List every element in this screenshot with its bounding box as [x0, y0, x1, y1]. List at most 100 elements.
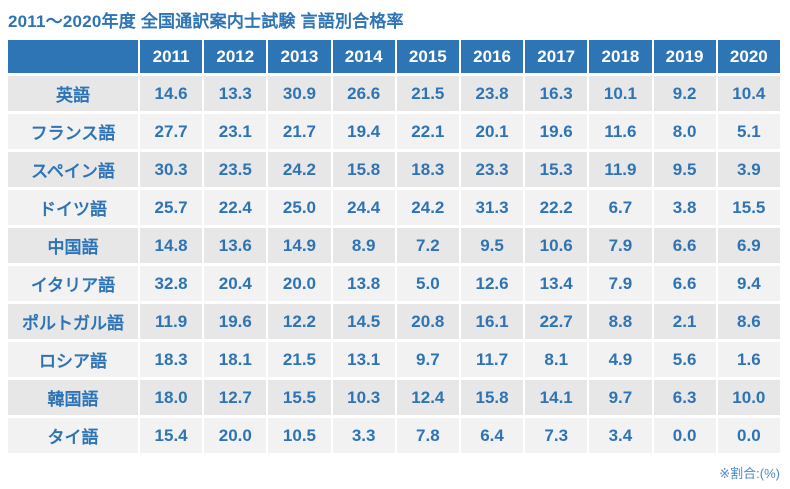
value-cell: 5.1 [717, 114, 780, 149]
year-header: 2012 [204, 40, 267, 73]
value-cell: 22.7 [525, 304, 588, 339]
value-cell: 32.8 [140, 266, 203, 301]
value-cell: 11.6 [589, 114, 652, 149]
value-cell: 12.4 [396, 380, 459, 415]
value-cell: 6.3 [653, 380, 716, 415]
year-header: 2016 [460, 40, 524, 73]
value-cell: 9.5 [460, 228, 524, 263]
value-cell: 19.6 [525, 114, 588, 149]
value-cell: 16.1 [460, 304, 524, 339]
value-cell: 23.1 [204, 114, 267, 149]
value-cell: 6.9 [717, 228, 780, 263]
value-cell: 27.7 [140, 114, 203, 149]
corner-header-cell [8, 40, 138, 73]
value-cell: 9.7 [396, 342, 459, 377]
value-cell: 11.9 [140, 304, 203, 339]
value-cell: 23.8 [460, 76, 524, 111]
value-cell: 7.9 [589, 266, 652, 301]
value-cell: 21.5 [396, 76, 459, 111]
table-row: 韓国語 18.0 12.7 15.5 10.3 12.4 15.8 14.1 9.7 6.3 10.… [8, 380, 780, 415]
value-cell: 11.7 [460, 342, 524, 377]
value-cell: 18.3 [140, 342, 203, 377]
value-cell: 12.6 [460, 266, 524, 301]
value-cell: 9.7 [589, 380, 652, 415]
value-cell: 8.9 [332, 228, 395, 263]
value-cell: 7.2 [396, 228, 459, 263]
value-cell: 31.3 [460, 190, 524, 225]
value-cell: 14.6 [140, 76, 203, 111]
year-header: 2013 [268, 40, 331, 73]
language-label: 英語 [8, 76, 138, 111]
value-cell: 15.5 [268, 380, 331, 415]
value-cell: 9.2 [653, 76, 716, 111]
value-cell: 16.3 [525, 76, 588, 111]
value-cell: 10.0 [717, 380, 780, 415]
table-row: フランス語 27.7 23.1 21.7 19.4 22.1 20.1 19.6 11.6 8.0… [8, 114, 780, 149]
value-cell: 0.0 [717, 418, 780, 453]
value-cell: 21.7 [268, 114, 331, 149]
value-cell: 30.3 [140, 152, 203, 187]
value-cell: 4.9 [589, 342, 652, 377]
value-cell: 20.4 [204, 266, 267, 301]
header-row: 2011 2012 2013 2014 2015 2016 2017 2018 2019 2020 [8, 40, 780, 73]
value-cell: 13.4 [525, 266, 588, 301]
value-cell: 19.6 [204, 304, 267, 339]
table-row: ドイツ語 25.7 22.4 25.0 24.4 24.2 31.3 22.2 6.7 3.8 15… [8, 190, 780, 225]
value-cell: 2.1 [653, 304, 716, 339]
table-row: イタリア語 32.8 20.4 20.0 13.8 5.0 12.6 13.4 7.9 6.6 9.… [8, 266, 780, 301]
value-cell: 15.5 [717, 190, 780, 225]
value-cell: 13.3 [204, 76, 267, 111]
value-cell: 20.0 [268, 266, 331, 301]
language-label: スペイン語 [8, 152, 138, 187]
value-cell: 6.6 [653, 228, 716, 263]
table-body: 英語 14.6 13.3 30.9 26.6 21.5 23.8 16.3 10.1 9.2 10.… [8, 76, 780, 453]
language-label: フランス語 [8, 114, 138, 149]
language-label: タイ語 [8, 418, 138, 453]
value-cell: 20.8 [396, 304, 459, 339]
language-label: ロシア語 [8, 342, 138, 377]
pass-rate-table: 2011 2012 2013 2014 2015 2016 2017 2018 2019 2020… [6, 37, 782, 456]
value-cell: 10.4 [717, 76, 780, 111]
year-header: 2015 [396, 40, 459, 73]
year-header: 2020 [717, 40, 780, 73]
value-cell: 15.3 [525, 152, 588, 187]
language-label: ドイツ語 [8, 190, 138, 225]
table-row: タイ語 15.4 20.0 10.5 3.3 7.8 6.4 7.3 3.4 0.0 0.0 [8, 418, 780, 453]
value-cell: 26.6 [332, 76, 395, 111]
value-cell: 25.0 [268, 190, 331, 225]
year-header: 2019 [653, 40, 716, 73]
value-cell: 23.3 [460, 152, 524, 187]
value-cell: 18.0 [140, 380, 203, 415]
language-label: ポルトガル語 [8, 304, 138, 339]
value-cell: 14.9 [268, 228, 331, 263]
value-cell: 7.8 [396, 418, 459, 453]
value-cell: 3.4 [589, 418, 652, 453]
value-cell: 3.8 [653, 190, 716, 225]
value-cell: 5.6 [653, 342, 716, 377]
value-cell: 6.6 [653, 266, 716, 301]
value-cell: 15.8 [332, 152, 395, 187]
value-cell: 18.1 [204, 342, 267, 377]
value-cell: 10.5 [268, 418, 331, 453]
value-cell: 25.7 [140, 190, 203, 225]
value-cell: 9.4 [717, 266, 780, 301]
value-cell: 18.3 [396, 152, 459, 187]
value-cell: 6.7 [589, 190, 652, 225]
value-cell: 5.0 [396, 266, 459, 301]
value-cell: 7.9 [589, 228, 652, 263]
value-cell: 22.4 [204, 190, 267, 225]
table-row: 中国語 14.8 13.6 14.9 8.9 7.2 9.5 10.6 7.9 6.6 6.9 [8, 228, 780, 263]
language-label: 中国語 [8, 228, 138, 263]
table-row: ポルトガル語 11.9 19.6 12.2 14.5 20.8 16.1 22.7 8.8 2.1… [8, 304, 780, 339]
page-title: 2011～2020年度 全国通訳案内士試験 言語別合格率 [8, 12, 404, 31]
value-cell: 24.2 [268, 152, 331, 187]
value-cell: 3.9 [717, 152, 780, 187]
value-cell: 8.0 [653, 114, 716, 149]
table-row: スペイン語 30.3 23.5 24.2 15.8 18.3 23.3 15.3 11.9 9.5… [8, 152, 780, 187]
value-cell: 1.6 [717, 342, 780, 377]
value-cell: 12.7 [204, 380, 267, 415]
value-cell: 9.5 [653, 152, 716, 187]
value-cell: 13.1 [332, 342, 395, 377]
year-header: 2018 [589, 40, 652, 73]
